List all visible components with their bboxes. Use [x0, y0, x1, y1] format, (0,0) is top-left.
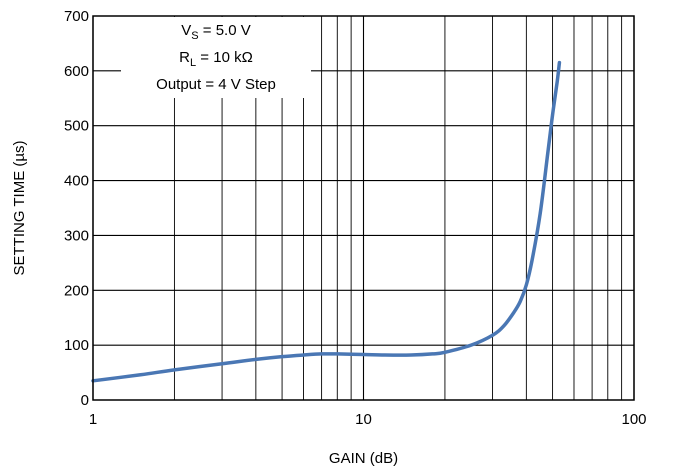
y-tick-label: 100: [64, 337, 89, 354]
x-tick-label: 10: [355, 411, 372, 428]
y-tick-label: 200: [64, 282, 89, 299]
y-tick-label: 500: [64, 118, 89, 135]
y-axis-title: SETTING TIME (µs): [11, 140, 28, 275]
y-tick-label: 400: [64, 173, 89, 190]
plot-frame: [92, 15, 635, 401]
y-tick-label: 300: [64, 227, 89, 244]
annotation-rl: RL = 10 kΩ: [179, 49, 253, 69]
y-tick-label: 0: [81, 392, 89, 409]
annotation: VS = 5.0 V RL = 10 kΩ Output = 4 V Step: [156, 22, 276, 93]
series-layer: [91, 60, 562, 383]
y-tick-labels: 0 100 200 300 400 500 600 700: [64, 8, 89, 409]
annotation-vs: VS = 5.0 V: [181, 22, 250, 42]
series-line: [91, 60, 562, 383]
x-tick-label: 1: [89, 411, 97, 428]
x-tick-labels: 1 10 100: [89, 411, 647, 428]
annotation-output: Output = 4 V Step: [156, 76, 276, 93]
y-tick-label: 600: [64, 63, 89, 80]
minor-grid: [173, 16, 623, 400]
annotation-box: [121, 17, 311, 98]
x-axis-title: GAIN (dB): [329, 450, 398, 467]
x-tick-label: 100: [621, 411, 646, 428]
y-tick-label: 700: [64, 8, 89, 25]
